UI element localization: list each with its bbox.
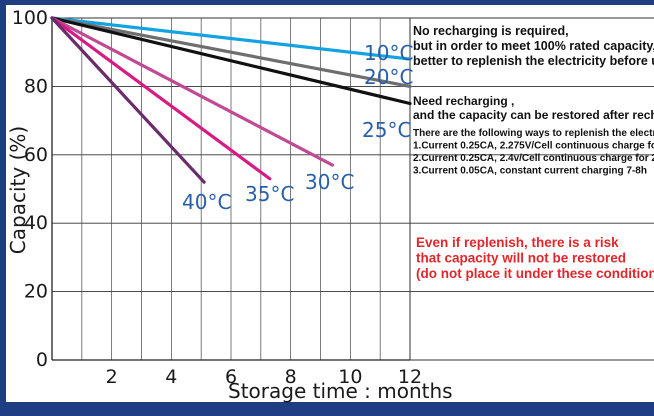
note-line: No recharging is required, [413, 24, 569, 38]
note-line: and the capacity can be restored after r… [413, 108, 654, 122]
series-label: 40°C [182, 190, 231, 214]
y-tick-label: 100 [12, 7, 48, 29]
series-label: 35°C [245, 182, 294, 206]
series-label: 10°C [364, 41, 413, 65]
x-tick-label: 6 [225, 366, 237, 388]
series-line-1 [50, 16, 412, 89]
x-tick-label: 12 [398, 366, 422, 388]
note-line: 1.Current 0.25CA, 2.275V/Cell continuous… [413, 141, 654, 152]
series-line-5 [50, 16, 206, 184]
plot-background [0, 0, 654, 402]
x-axis-title: Storage time : months [228, 379, 453, 403]
series-line-3 [50, 16, 335, 167]
series-label: 25°C [362, 118, 411, 142]
series-line-2 [50, 16, 412, 106]
y-tick-label: 20 [24, 281, 48, 303]
series-lines [50, 16, 412, 184]
note-line: There are the following ways to replenis… [413, 128, 654, 139]
note-line: 3.Current 0.05CA, constant current charg… [413, 166, 647, 177]
x-tick-labels: 2 4 6 8 10 12 [106, 366, 422, 388]
y-tick-label: 40 [24, 212, 48, 234]
grid-lines [51, 17, 654, 361]
y-tick-labels: 0 20 40 60 80 100 [12, 7, 48, 371]
x-tick-label: 4 [165, 366, 177, 388]
left-band [0, 0, 6, 402]
note-zone-need-recharge: Need recharging ,and the capacity can be… [413, 94, 654, 177]
y-tick-label: 80 [24, 75, 48, 97]
series-label: 20°C [364, 65, 413, 89]
y-tick-label: 60 [24, 144, 48, 166]
y-tick-label: 0 [36, 349, 48, 371]
note-line: Even if replenish, there is a risk [416, 235, 619, 250]
note-line: 2.Current 0.25CA, 2.4v/Cell continuous c… [413, 153, 654, 164]
note-line: but in order to meet 100% rated capacity… [413, 39, 654, 53]
bottom-band [0, 402, 654, 416]
note-zone-no-recharge: No recharging is required,but in order t… [413, 24, 654, 68]
top-band [0, 0, 654, 5]
y-axis-title: Capacity (%) [6, 126, 30, 254]
series-line-0 [50, 16, 412, 61]
note-line: (do not place it under these conditions) [416, 266, 654, 281]
x-tick-label: 10 [338, 366, 362, 388]
note-line: Need recharging , [413, 94, 514, 108]
note-line: better to replenish the electricity befo… [413, 54, 654, 68]
series-labels: 10°C20°C 25°C 30°C 35°C 40°C [182, 41, 413, 214]
x-tick-label: 2 [106, 366, 118, 388]
note-line: that capacity will not be restored [416, 251, 626, 266]
series-label: 30°C [305, 170, 354, 194]
x-tick-label: 8 [285, 366, 297, 388]
series-line-4 [50, 16, 272, 181]
